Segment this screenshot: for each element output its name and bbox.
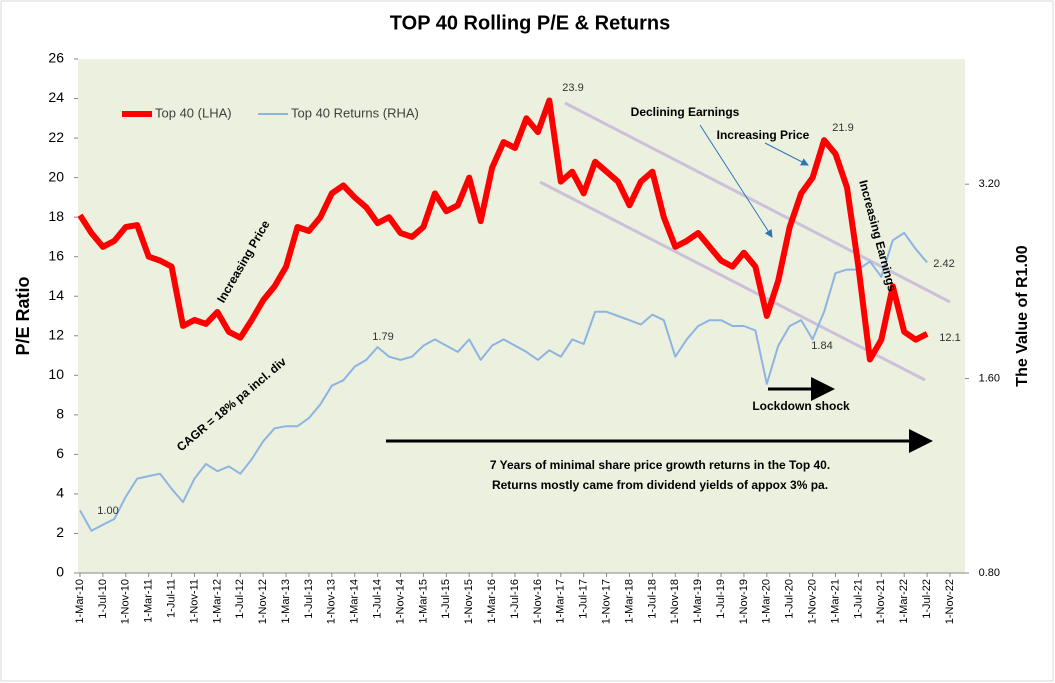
x-tick-label: 1-Nov-18: [669, 579, 681, 624]
y-tick-label: 26: [48, 50, 64, 66]
x-tick-label: 1-Nov-11: [188, 579, 200, 623]
y-tick-label: 8: [56, 406, 64, 422]
data-label: 23.9: [562, 82, 583, 94]
data-label: 2.42: [933, 258, 954, 270]
x-tick-label: 1-Nov-10: [120, 579, 132, 624]
x-tick-label: 1-Jul-10: [97, 579, 109, 619]
x-tick-label: 1-Mar-13: [280, 579, 292, 624]
annotation: 7 Years of minimal share price growth re…: [490, 458, 830, 472]
x-tick-label: 1-Jul-21: [852, 579, 864, 619]
data-label: 21.9: [832, 122, 853, 134]
x-tick-label: 1-Nov-15: [463, 579, 475, 624]
trend-channel: [539, 180, 926, 382]
y-tick-label: 14: [48, 287, 64, 303]
data-label: 1.84: [811, 340, 832, 352]
x-tick-label: 1-Nov-19: [738, 579, 750, 624]
y-tick-label: 24: [48, 89, 64, 105]
x-tick-label: 1-Mar-17: [555, 579, 567, 624]
x-tick-label: 1-Mar-18: [623, 579, 635, 624]
annotation: Increasing Price: [717, 128, 810, 142]
x-tick-label: 1-Jul-22: [921, 579, 933, 619]
plot-area: [78, 59, 965, 573]
annotation: Lockdown shock: [752, 399, 850, 413]
x-tick-label: 1-Nov-22: [944, 579, 956, 624]
x-tick-label: 1-Jul-12: [234, 579, 246, 619]
trend-channel: [564, 101, 951, 304]
x-tick-label: 1-Mar-21: [829, 579, 841, 624]
x-tick-label: 1-Jul-13: [303, 579, 315, 619]
y-tick-label: 22: [48, 129, 64, 145]
x-tick-label: 1-Nov-12: [257, 579, 269, 624]
x-tick-label: 1-Jul-16: [509, 579, 521, 619]
y2-tick-label: 0.80: [979, 567, 1000, 579]
x-tick-label: 1-Nov-13: [326, 579, 338, 624]
y-tick-label: 16: [48, 247, 64, 263]
x-tick-label: 1-Nov-21: [875, 579, 887, 624]
x-tick-label: 1-Jul-19: [715, 579, 727, 619]
x-tick-label: 1-Mar-11: [143, 579, 155, 623]
x-tick-label: 1-Jul-17: [578, 579, 590, 619]
arrow: [764, 142, 809, 166]
x-tick-label: 1-Mar-12: [211, 579, 223, 624]
x-tick-label: 1-Nov-17: [600, 579, 612, 624]
y-tick-label: 10: [48, 366, 64, 382]
returns-line: [79, 231, 928, 532]
x-tick-label: 1-Nov-20: [807, 579, 819, 624]
y-tick-label: 12: [48, 326, 64, 342]
arrow: [699, 124, 773, 238]
y-tick-label: 6: [56, 445, 64, 461]
legend-label: Top 40 (LHA): [155, 105, 232, 120]
x-tick-label: 1-Nov-16: [532, 579, 544, 624]
y-tick-label: 0: [56, 564, 64, 580]
x-tick-label: 1-Jul-15: [440, 579, 452, 619]
x-tick-label: 1-Jul-20: [784, 579, 796, 619]
x-tick-label: 1-Mar-22: [898, 579, 910, 624]
data-label: 1.79: [372, 331, 393, 343]
y-tick-label: 4: [56, 485, 64, 501]
x-tick-label: 1-Mar-20: [761, 579, 773, 624]
x-tick-label: 1-Nov-14: [394, 579, 406, 624]
data-label: 12.1: [939, 332, 960, 344]
pe-line: [77, 97, 929, 363]
y-tick-label: 20: [48, 168, 64, 184]
y-tick-label: 18: [48, 208, 64, 224]
data-label: 1.00: [97, 505, 118, 517]
y2-tick-label: 1.60: [979, 372, 1000, 384]
x-tick-label: 1-Mar-16: [486, 579, 498, 624]
annotation: Returns mostly came from dividend yields…: [492, 478, 828, 492]
x-tick-label: 1-Jul-14: [372, 579, 384, 619]
x-tick-label: 1-Mar-19: [692, 579, 704, 624]
y-axis-label: P/E Ratio: [13, 276, 33, 355]
x-tick-label: 1-Jul-18: [646, 579, 658, 619]
legend-label: Top 40 Returns (RHA): [291, 105, 419, 120]
y2-axis-label: The Value of R1.00: [1014, 245, 1031, 386]
x-tick-label: 1-Mar-14: [349, 579, 361, 624]
x-tick-label: 1-Jul-11: [165, 579, 177, 618]
x-tick-label: 1-Mar-15: [417, 579, 429, 624]
x-tick-label: 1-Mar-10: [74, 579, 86, 624]
y2-tick-label: 3.20: [979, 178, 1000, 190]
chart-title: TOP 40 Rolling P/E & Returns: [390, 12, 670, 34]
annotation: Declining Earnings: [631, 105, 740, 119]
y-tick-label: 2: [56, 524, 64, 540]
